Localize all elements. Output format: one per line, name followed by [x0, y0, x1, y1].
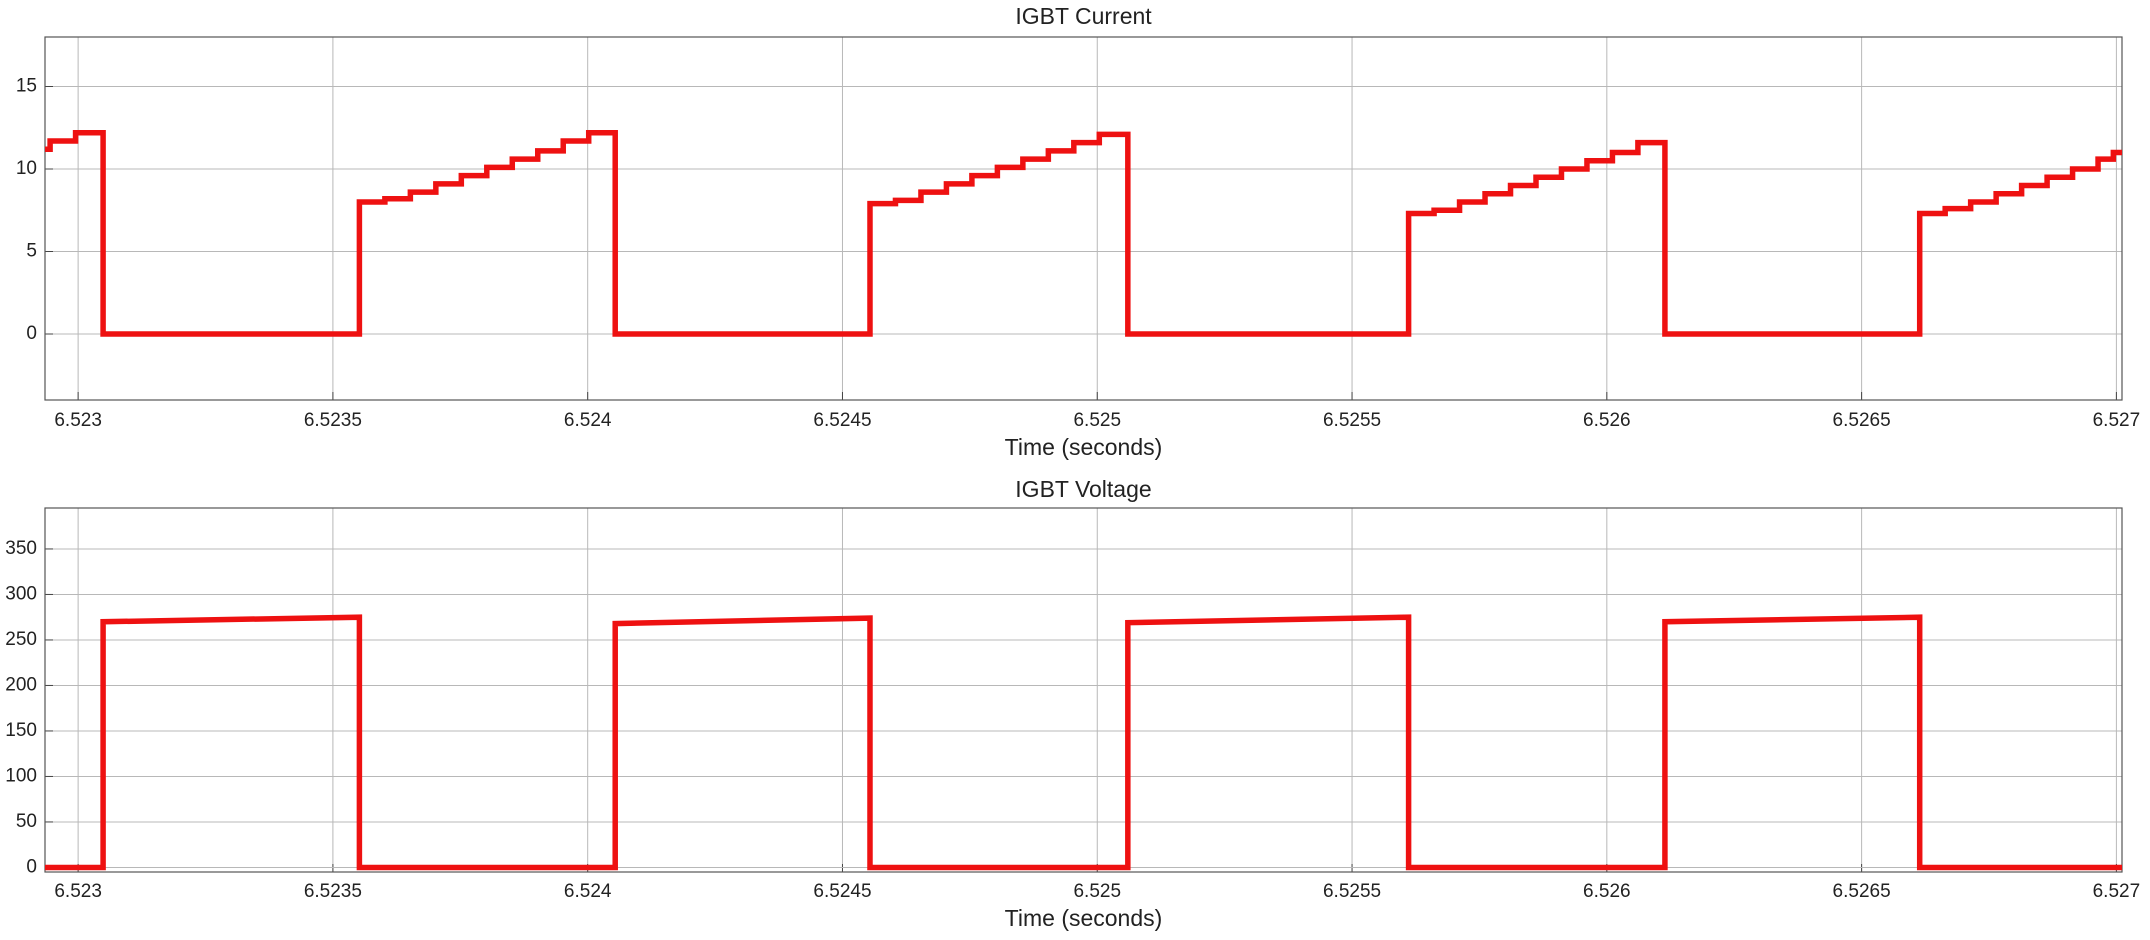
x-tick-label: 6.524	[564, 410, 612, 431]
plot-area	[45, 508, 2122, 872]
x-tick-label: 6.5255	[1323, 410, 1381, 431]
x-tick-label: 6.5245	[813, 881, 871, 902]
y-tick-label: 5	[26, 241, 37, 262]
y-tick-label: 300	[5, 583, 37, 604]
chart-title: IGBT Current	[1015, 3, 1152, 29]
x-tick-label: 6.523	[54, 410, 102, 431]
plot-frame	[44, 36, 2123, 401]
x-tick-label: 6.526	[1583, 410, 1631, 431]
x-axis-label: Time (seconds)	[1005, 905, 1163, 931]
x-tick-label: 6.527	[2093, 410, 2141, 431]
y-tick-label: 50	[16, 811, 37, 832]
chart-title: IGBT Voltage	[1015, 476, 1151, 502]
x-tick-label: 6.5255	[1323, 881, 1381, 902]
y-tick-label: 15	[16, 76, 37, 97]
x-tick-label: 6.525	[1073, 410, 1121, 431]
x-tick-label: 6.526	[1583, 881, 1631, 902]
plot-frame	[44, 507, 2123, 873]
data-line	[45, 614, 2122, 871]
y-tick-label: 350	[5, 538, 37, 559]
x-tick-label: 6.5235	[304, 410, 362, 431]
x-tick-label: 6.5245	[813, 410, 871, 431]
data-line	[45, 129, 2122, 337]
y-tick-label: 250	[5, 629, 37, 650]
x-tick-label: 6.524	[564, 881, 612, 902]
y-tick-label: 150	[5, 720, 37, 741]
x-tick-label: 6.5265	[1833, 881, 1891, 902]
x-tick-label: 6.527	[2093, 881, 2141, 902]
y-tick-label: 10	[16, 158, 37, 179]
x-tick-label: 6.525	[1073, 881, 1121, 902]
x-axis-label: Time (seconds)	[1005, 434, 1163, 460]
x-tick-label: 6.5265	[1833, 410, 1891, 431]
y-tick-label: 0	[26, 323, 37, 344]
plot-area	[45, 37, 2122, 400]
y-tick-label: 0	[26, 856, 37, 877]
x-tick-label: 6.523	[54, 881, 102, 902]
y-tick-label: 200	[5, 674, 37, 695]
y-tick-label: 100	[5, 765, 37, 786]
x-tick-label: 6.5235	[304, 881, 362, 902]
